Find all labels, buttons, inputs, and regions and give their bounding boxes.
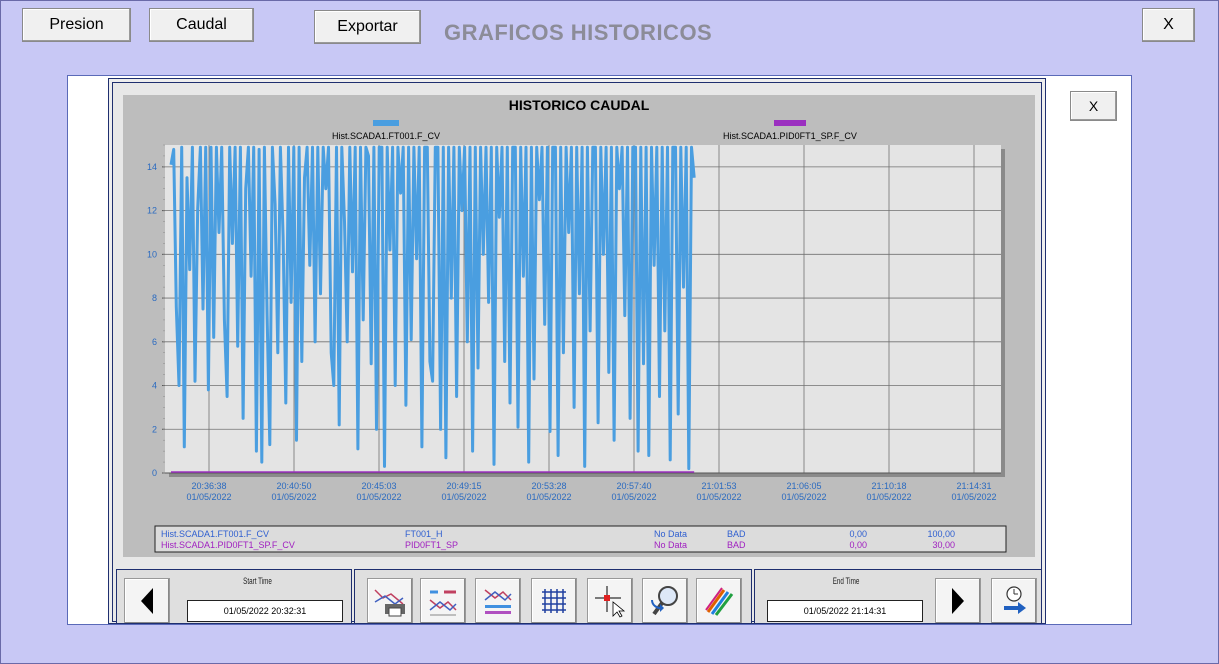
stack-pens-icon [484,589,512,614]
legend-top: Hist.SCADA1.FT001.F_CV Hist.SCADA1.PID0FT… [332,120,857,141]
edit-button[interactable] [696,578,742,623]
x-tick-time: 21:06:05 [786,481,821,491]
legend-cell-max: 30,00 [932,540,955,550]
x-tick-time: 20:40:50 [276,481,311,491]
x-tick-date: 01/05/2022 [781,492,826,502]
x-tick-time: 20:49:15 [446,481,481,491]
x-tick-date: 01/05/2022 [696,492,741,502]
legend-cell-quality: BAD [727,529,746,539]
legend-cell-max: 100,00 [927,529,955,539]
arrow-right-icon [952,588,964,614]
pencils-icon [705,587,734,616]
x-tick-date: 01/05/2022 [611,492,656,502]
y-tick-label: 10 [147,249,157,259]
grid-icon [542,589,566,613]
y-tick-label: 14 [147,162,157,172]
caudal-button[interactable]: Caudal [149,8,254,42]
y-axis: 0 2 4 6 8 10 12 14 [147,144,165,478]
legend-table: Hist.SCADA1.FT001.F_CV FT001_H No Data BAD 0… [154,525,1007,553]
start-time-section: Start Time 01/05/2022 20:32:31 [116,569,352,623]
legend-cell-value: No Data [654,529,687,539]
x-tick-time: 20:45:03 [361,481,396,491]
stack-pens-button[interactable] [475,578,521,623]
crosshair-cursor-icon [595,586,626,618]
legend-cell-tag: FT001_H [405,529,443,539]
exportar-button[interactable]: Exportar [314,10,421,44]
x-tick-date: 01/05/2022 [866,492,911,502]
legend-cell-name: Hist.SCADA1.FT001.F_CV [161,529,269,539]
start-time-field[interactable]: 01/05/2022 20:32:31 [187,600,343,622]
x-tick-date: 01/05/2022 [356,492,401,502]
scroll-forward-button[interactable] [935,578,981,623]
end-time-field[interactable]: 01/05/2022 21:14:31 [767,600,923,622]
legend-cell-tag: PID0FT1_SP [405,540,458,550]
trend-inner: HISTORICO CAUDAL Hist.SCADA1.FT001.F_CV H… [112,82,1042,623]
page-title: GRAFICOS HISTORICOS [444,20,713,45]
legend-cell-min: 0,00 [849,529,867,539]
presion-button[interactable]: Presion [22,8,131,42]
x-tick-time: 20:36:38 [191,481,226,491]
x-tick-time: 20:53:28 [531,481,566,491]
plot-area [165,145,1005,477]
legend-table-box [154,525,1007,553]
x-tick-time: 21:14:31 [956,481,991,491]
legend-cell-quality: BAD [727,540,746,550]
legend-cell-value: No Data [654,540,687,550]
y-tick-label: 0 [152,468,157,478]
x-tick-time: 20:57:40 [616,481,651,491]
legend-label-ft001: Hist.SCADA1.FT001.F_CV [332,131,440,141]
x-tick-date: 01/05/2022 [186,492,231,502]
y-tick-label: 4 [152,381,157,391]
panel-close-button[interactable]: X [1070,91,1117,121]
series-ft001-line [169,145,696,471]
chart-svg[interactable]: HISTORICO CAUDAL Hist.SCADA1.FT001.F_CV H… [123,95,1035,557]
x-axis: 20:36:3801/05/202220:40:5001/05/202220:4… [186,481,996,502]
end-time-label: End Time [832,576,860,586]
x-tick-date: 01/05/2022 [526,492,571,502]
legend-cell-min: 0,00 [849,540,867,550]
cursor-button[interactable] [587,578,633,623]
tools-section [354,569,752,623]
x-tick-time: 21:01:53 [701,481,736,491]
arrow-left-icon [141,588,153,614]
x-tick-date: 01/05/2022 [441,492,486,502]
legend-label-pid: Hist.SCADA1.PID0FT1_SP.F_CV [723,131,857,141]
chart-title: HISTORICO CAUDAL [509,97,650,113]
grid-button[interactable] [531,578,577,623]
clock-arrow-icon [1004,586,1026,614]
y-tick-label: 2 [152,424,157,434]
y-tick-label: 8 [152,293,157,303]
close-button[interactable]: X [1142,8,1195,42]
y-tick-label: 12 [147,206,157,216]
chart-area[interactable]: HISTORICO CAUDAL Hist.SCADA1.FT001.F_CV H… [123,95,1035,557]
pens-button[interactable] [420,578,466,623]
end-time-section: End Time 01/05/2022 21:14:31 [754,569,1042,623]
bottom-toolbar: Start Time 01/05/2022 20:32:31 [116,569,1042,623]
chart-panel: X HISTORICO CAUDAL Hist.SCADA1.FT001.F_C… [67,75,1132,625]
zoom-button[interactable] [642,578,688,623]
x-tick-time: 21:10:18 [871,481,906,491]
legend-swatch-pid [774,120,806,126]
print-chart-icon [374,589,405,617]
scroll-back-button[interactable] [124,578,170,623]
x-tick-date: 01/05/2022 [271,492,316,502]
legend-cell-name: Hist.SCADA1.PID0FT1_SP.F_CV [161,540,295,550]
magnifier-icon [651,586,678,616]
pens-icon [429,590,457,616]
print-chart-button[interactable] [367,578,413,623]
trend-control: HISTORICO CAUDAL Hist.SCADA1.FT001.F_CV H… [108,78,1046,624]
realtime-button[interactable] [991,578,1037,623]
legend-swatch-ft001 [373,120,399,126]
y-tick-label: 6 [152,337,157,347]
start-time-label: Start Time [243,576,272,586]
x-tick-date: 01/05/2022 [951,492,996,502]
